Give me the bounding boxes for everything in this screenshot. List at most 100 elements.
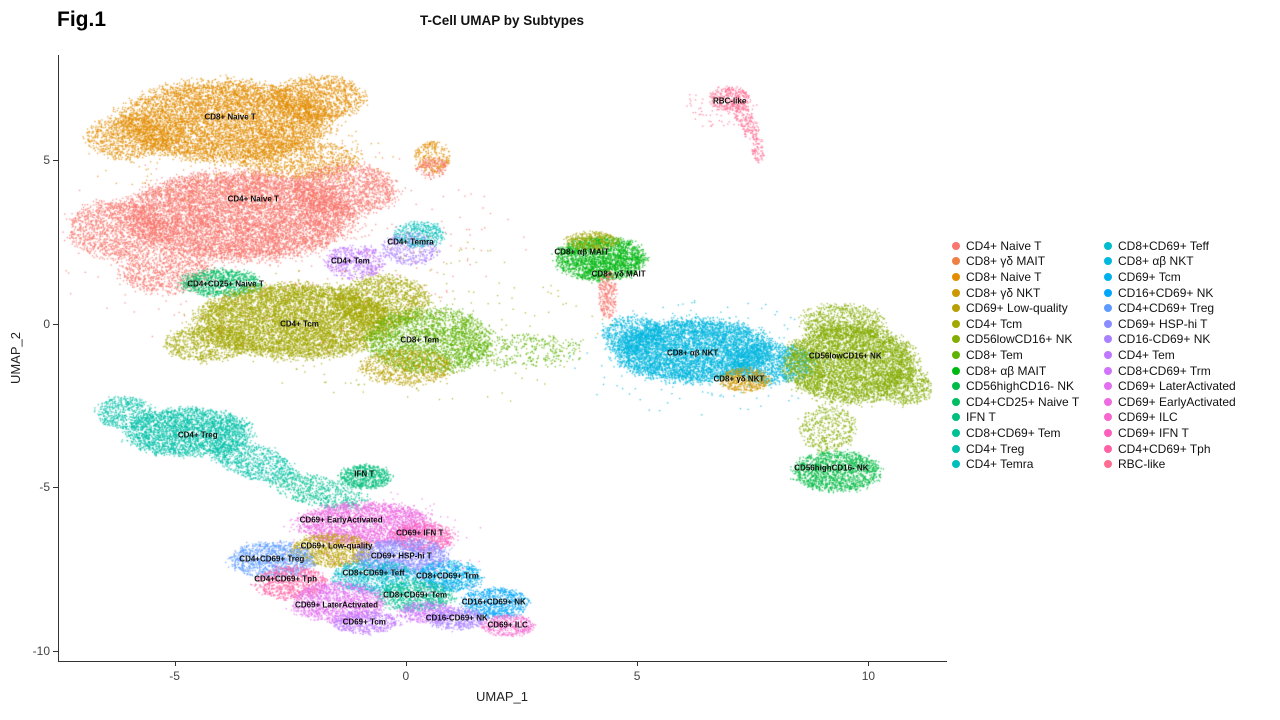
legend-item: CD69+ EarlyActivated — [1104, 395, 1250, 409]
legend-item-label: CD69+ ILC — [1118, 410, 1178, 425]
legend-item-label: CD8+ Tem — [966, 347, 1023, 362]
legend-item: CD69+ IFN T — [1104, 426, 1250, 440]
legend-item-label: CD4+ Naive T — [966, 238, 1042, 253]
legend-color-swatch-icon — [952, 335, 960, 344]
legend-item: CD4+CD69+ Treg — [1104, 301, 1250, 315]
legend-item-label: IFN T — [966, 410, 996, 425]
legend-item-label: CD69+ EarlyActivated — [1118, 394, 1236, 409]
legend-item-label: CD16-CD69+ NK — [1118, 332, 1211, 347]
legend-item: CD69+ Low-quality — [952, 301, 1098, 315]
legend-color-swatch-icon — [1104, 397, 1112, 406]
legend-item-label: CD8+CD69+ Trm — [1118, 363, 1211, 378]
legend-item-label: CD8+ Naive T — [966, 269, 1042, 284]
plot-panel: CD8+ Naive T CD4+ Naive T CD4+CD25+ Naive … — [33, 55, 947, 683]
legend-item: IFN T — [952, 410, 1098, 424]
legend-color-swatch-icon — [1104, 304, 1112, 313]
legend-item: CD8+ Tem — [952, 348, 1098, 362]
legend-color-swatch-icon — [1104, 460, 1112, 469]
legend-item-label: CD4+ Treg — [966, 441, 1025, 456]
legend-item: CD69+ Tcm — [1104, 270, 1250, 284]
legend-item-label: CD8+ γδ MAIT — [966, 254, 1046, 269]
legend-color-swatch-icon — [1104, 428, 1112, 437]
legend-item-label: CD4+ Tcm — [966, 316, 1023, 331]
legend-item-label: CD69+ LaterActivated — [1118, 379, 1236, 394]
legend-color-swatch-icon — [952, 272, 960, 281]
legend-item: CD69+ HSP-hi T — [1104, 317, 1250, 331]
legend-color-swatch-icon — [1104, 272, 1112, 281]
legend-item-label: CD8+ αβ MAIT — [966, 363, 1047, 378]
legend-item-label: CD69+ Low-quality — [966, 301, 1068, 316]
legend-color-swatch-icon — [952, 288, 960, 297]
legend-item-label: CD8+ αβ NKT — [1118, 254, 1194, 269]
legend-item-label: CD16+CD69+ NK — [1118, 285, 1214, 300]
x-tick-mark — [637, 661, 639, 666]
y-tick-mark — [53, 487, 58, 489]
legend-item-label: CD69+ Tcm — [1118, 269, 1181, 284]
y-tick-mark — [53, 651, 58, 653]
y-tick-label: 5 — [43, 152, 50, 167]
legend-color-swatch-icon — [952, 304, 960, 313]
legend-item: CD4+ Temra — [952, 457, 1098, 471]
x-tick-label: -5 — [169, 669, 180, 683]
y-tick-label: -5 — [39, 480, 50, 495]
legend-item: CD8+ γδ MAIT — [952, 254, 1098, 268]
y-axis-label: UMAP_2 — [8, 331, 23, 385]
legend-item: CD69+ LaterActivated — [1104, 379, 1250, 393]
legend-color-swatch-icon — [1104, 350, 1112, 359]
legend-color-swatch-icon — [1104, 413, 1112, 422]
legend-item: CD8+ αβ MAIT — [952, 364, 1098, 378]
legend-color-swatch-icon — [952, 241, 960, 250]
legend-item-label: CD4+CD69+ Tph — [1118, 441, 1211, 456]
x-tick-mark — [868, 661, 870, 666]
legend-item: CD4+ Tcm — [952, 317, 1098, 331]
x-axis-label: UMAP_1 — [475, 689, 529, 704]
legend-color-swatch-icon — [952, 382, 960, 391]
y-tick-label: -10 — [32, 644, 50, 659]
legend-item-label: CD8+CD69+ Tem — [966, 425, 1061, 440]
legend-color-swatch-icon — [952, 444, 960, 453]
legend-item-label: RBC-like — [1118, 457, 1166, 472]
legend-color-swatch-icon — [952, 460, 960, 469]
legend-item: CD4+CD25+ Naive T — [952, 395, 1098, 409]
legend-item: CD16+CD69+ NK — [1104, 286, 1250, 300]
legend-color-swatch-icon — [1104, 382, 1112, 391]
legend-item: CD8+ αβ NKT — [1104, 254, 1250, 268]
legend-item: CD8+CD69+ Teff — [1104, 239, 1250, 253]
legend-item: RBC-like — [1104, 457, 1250, 471]
legend-color-swatch-icon — [952, 428, 960, 437]
y-tick-mark — [53, 323, 58, 325]
legend-color-swatch-icon — [952, 366, 960, 375]
legend-item: CD16-CD69+ NK — [1104, 332, 1250, 346]
chart-title: T-Cell UMAP by Subtypes — [419, 13, 585, 28]
legend-color-swatch-icon — [952, 257, 960, 266]
legend-item-label: CD4+ Tem — [1118, 347, 1175, 362]
legend-color-swatch-icon — [952, 413, 960, 422]
legend-item: CD8+CD69+ Trm — [1104, 364, 1250, 378]
legend-item-label: CD69+ IFN T — [1118, 425, 1189, 440]
legend-item: CD4+ Naive T — [952, 239, 1098, 253]
legend-item-label: CD8+ γδ NKT — [966, 285, 1041, 300]
legend-item-label: CD4+CD25+ Naive T — [966, 394, 1080, 409]
legend-item: CD56lowCD16+ NK — [952, 332, 1098, 346]
y-tick-mark — [53, 159, 58, 161]
legend-color-swatch-icon — [1104, 335, 1112, 344]
legend-item-label: CD4+ Temra — [966, 457, 1034, 472]
legend-item: CD8+ Naive T — [952, 270, 1098, 284]
legend-color-swatch-icon — [1104, 444, 1112, 453]
umap-scatter-canvas — [59, 55, 947, 661]
x-tick-label: 0 — [402, 669, 410, 683]
legend-item-label: CD4+CD69+ Treg — [1118, 301, 1215, 316]
x-tick-mark — [174, 661, 176, 666]
x-tick-mark — [405, 661, 407, 666]
legend-color-swatch-icon — [1104, 366, 1112, 375]
legend-item: CD8+CD69+ Tem — [952, 426, 1098, 440]
legend-item: CD8+ γδ NKT — [952, 286, 1098, 300]
figure-label: Fig.1 — [57, 8, 107, 31]
legend-item: CD4+ Tem — [1104, 348, 1250, 362]
legend-color-swatch-icon — [952, 350, 960, 359]
legend-item-label: CD8+CD69+ Teff — [1118, 238, 1209, 253]
legend-color-swatch-icon — [1104, 288, 1112, 297]
legend-item-label: CD69+ HSP-hi T — [1118, 316, 1208, 331]
legend-item: CD69+ ILC — [1104, 410, 1250, 424]
